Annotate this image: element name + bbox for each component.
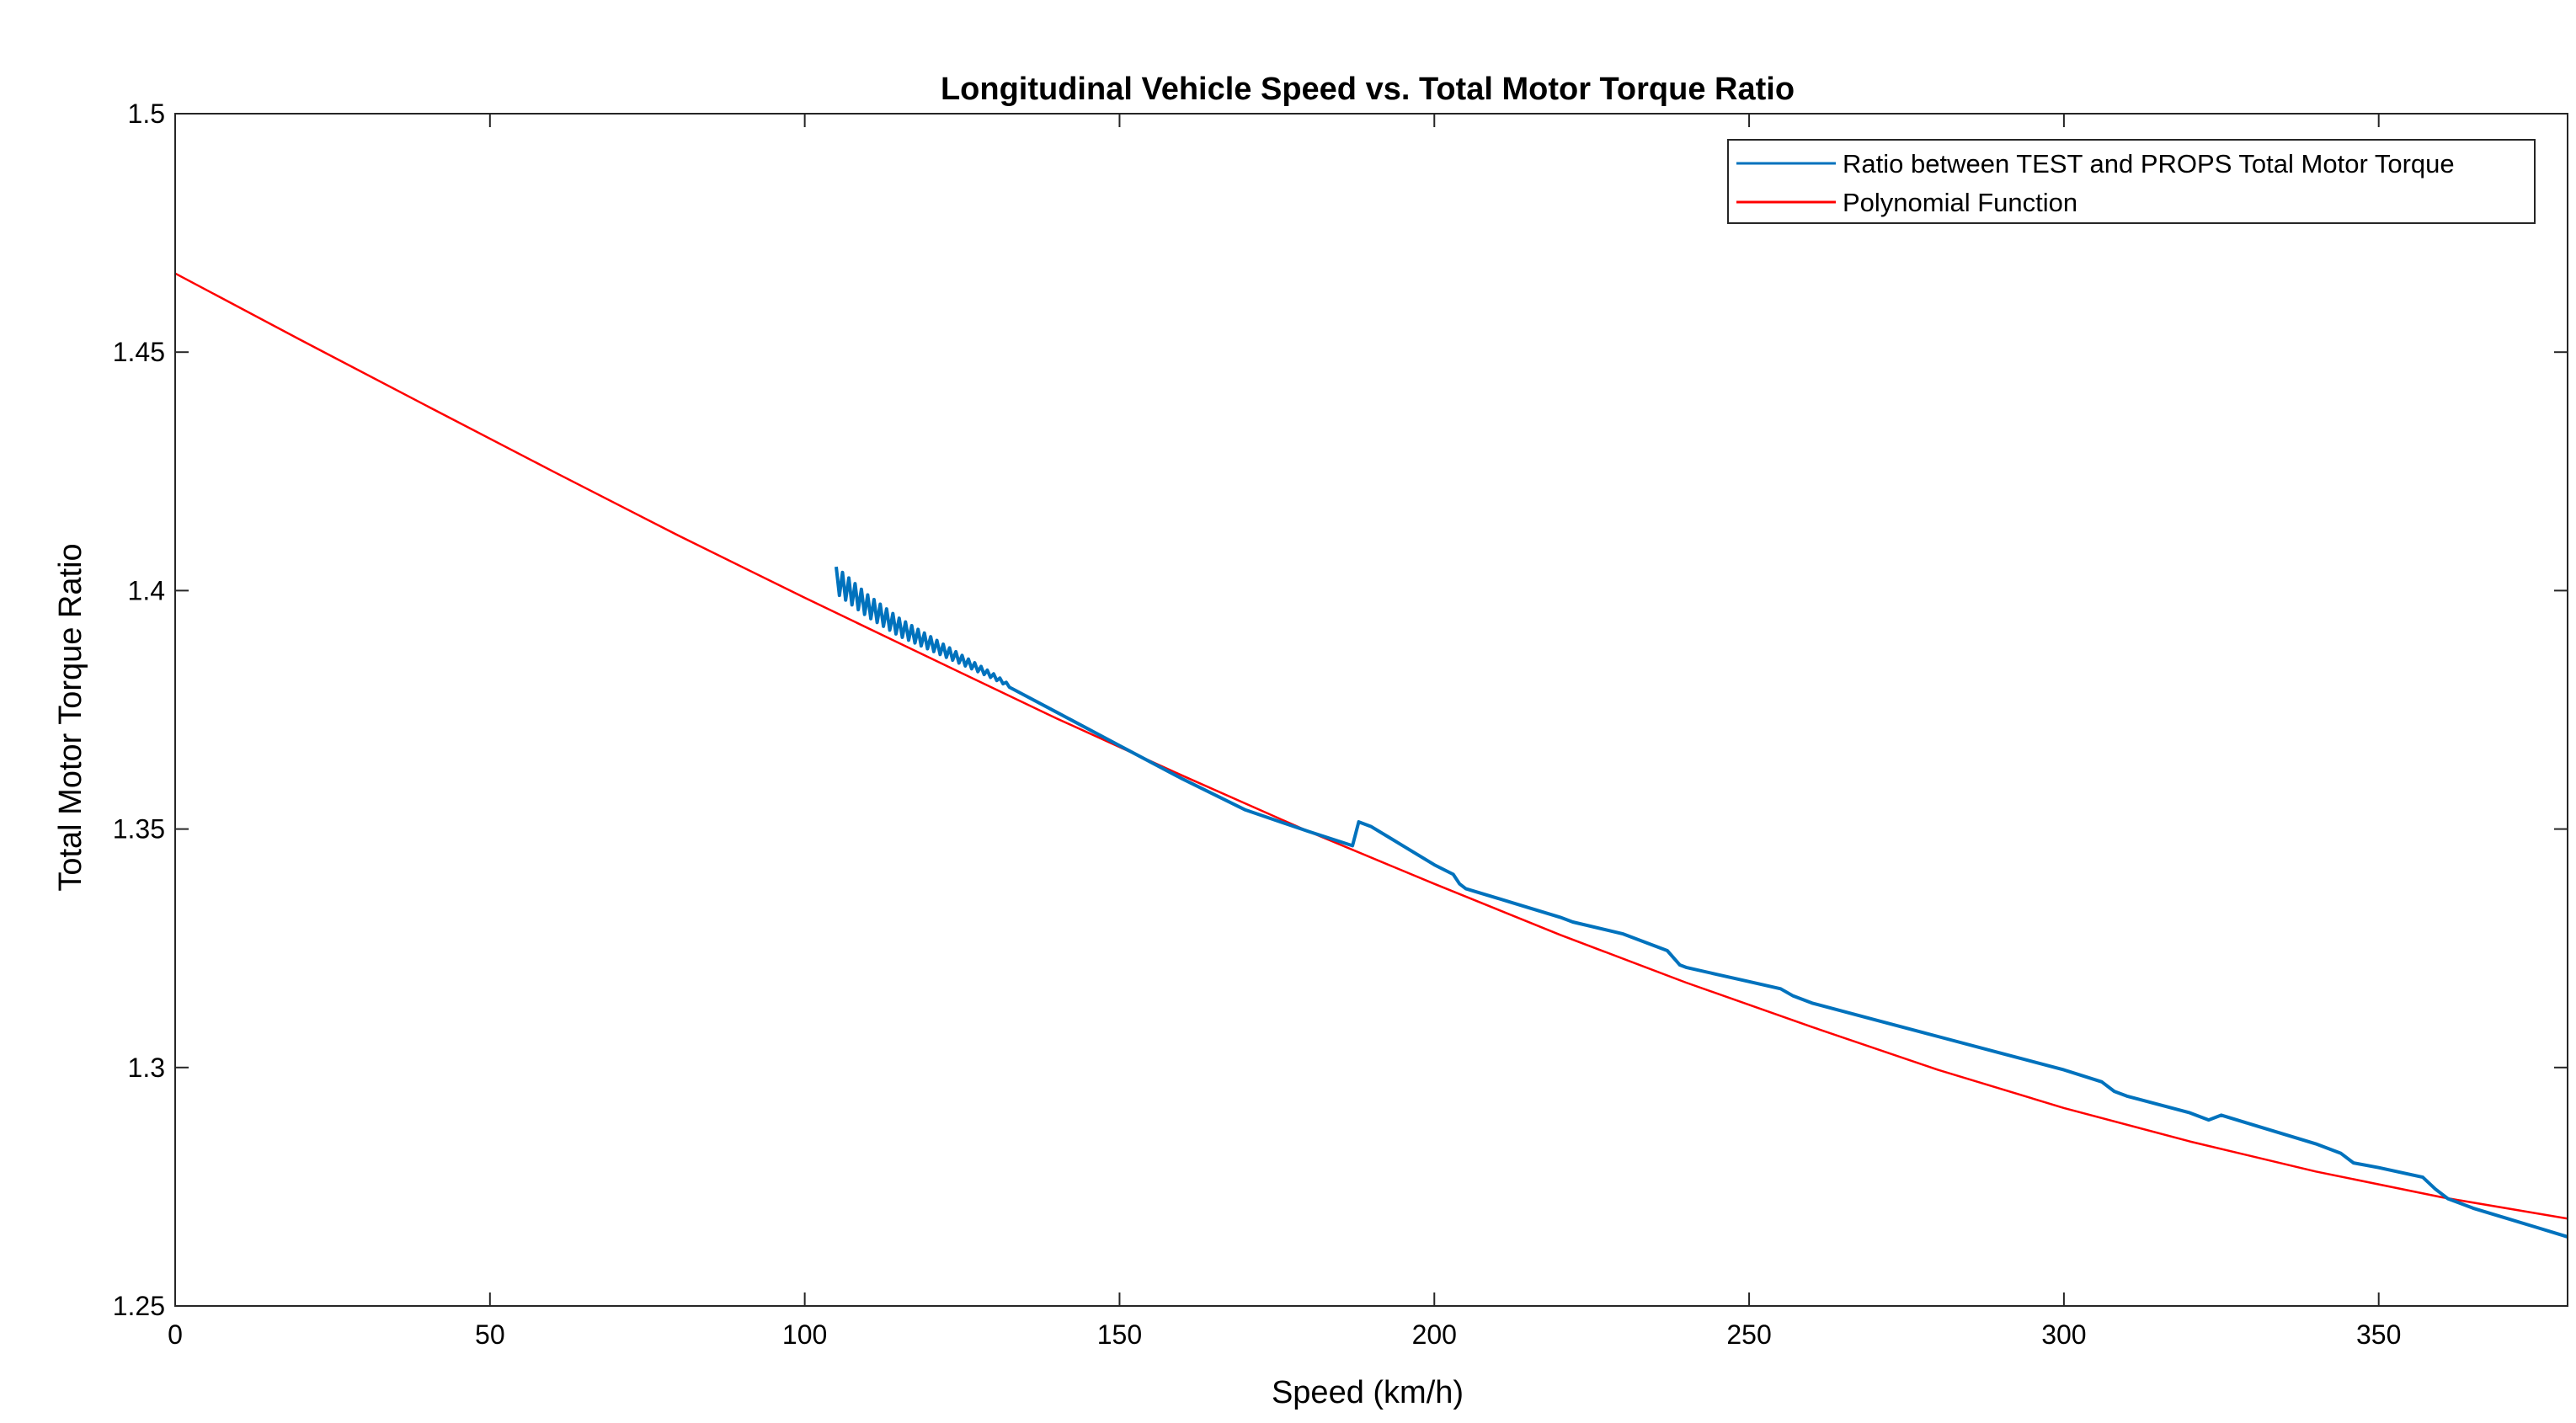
x-tick-label: 150 [1097,1319,1142,1350]
axis-ticks [174,113,2568,1307]
x-tick-label: 350 [2356,1319,2401,1350]
series-polynomial-line [174,272,2568,1220]
series-lines [174,272,2568,1239]
legend: Ratio between TEST and PROPS Total Motor… [1727,139,2536,224]
x-tick-label: 100 [782,1319,827,1350]
x-tick-label: 0 [168,1319,183,1350]
y-tick-label: 1.3 [128,1053,165,1083]
x-tick-label: 50 [475,1319,505,1350]
y-tick-label: 1.25 [113,1291,165,1321]
tick-labels: 0 50 100 150 200 250 300 350 1.25 1.3 1.35 1.4 1.45 1… [113,99,2402,1350]
x-axis-title: Speed (km/h) [1272,1375,1464,1410]
y-tick-label: 1.5 [128,99,165,129]
plot-area [175,114,2568,1306]
plot-frame [174,113,2568,1307]
y-axis-title: Total Motor Torque Ratio [53,543,88,891]
series-ratio-line [835,566,2568,1239]
legend-box [1727,139,2536,224]
x-tick-label: 250 [1726,1319,1771,1350]
y-tick-label: 1.35 [113,814,165,845]
y-tick-label: 1.4 [128,575,165,605]
legend-label-polynomial: Polynomial Function [1843,188,2077,217]
x-tick-label: 200 [1412,1319,1457,1350]
legend-label-ratio: Ratio between TEST and PROPS Total Motor… [1843,149,2455,179]
plot-background [175,114,2568,1306]
chart-title: Longitudinal Vehicle Speed vs. Total Mot… [941,72,1795,107]
x-tick-label: 300 [2041,1319,2086,1350]
y-tick-label: 1.45 [113,337,165,367]
